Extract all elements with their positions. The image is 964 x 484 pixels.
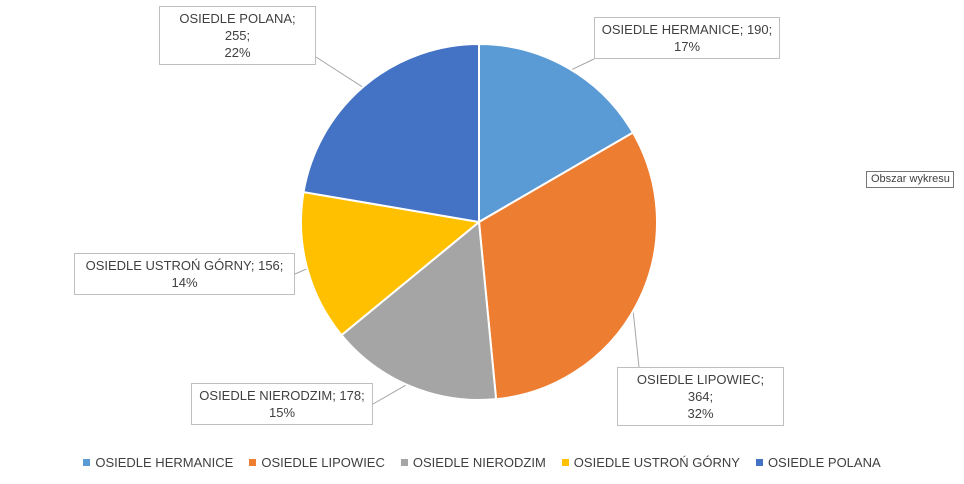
data-label-hermanice-line2: 17% (673, 39, 701, 54)
legend-item-ustron-gorny[interactable]: OSIEDLE USTROŃ GÓRNY (561, 455, 740, 470)
legend-swatch-lipowiec (249, 459, 257, 466)
leader-line-polana (315, 56, 369, 91)
data-label-polana[interactable]: OSIEDLE POLANA; 255; 22% (159, 6, 316, 65)
pie-slice-hermanice[interactable] (478, 42, 635, 224)
legend-label-hermanice: OSIEDLE HERMANICE (95, 455, 234, 470)
pie-slice-lipowiec[interactable] (477, 131, 658, 401)
legend-label-ustron-gorny: OSIEDLE USTROŃ GÓRNY (573, 455, 740, 470)
legend-item-lipowiec[interactable]: OSIEDLE LIPOWIEC (249, 455, 385, 470)
data-label-ustron-gorny[interactable]: OSIEDLE USTROŃ GÓRNY; 156; 14% (74, 253, 295, 295)
data-label-ustron-gorny-line2: 14% (171, 275, 198, 290)
legend-item-polana[interactable]: OSIEDLE POLANA (755, 455, 881, 470)
data-label-nierodzim-line1: OSIEDLE NIERODZIM; 178; (199, 388, 365, 403)
data-label-lipowiec-line1: OSIEDLE LIPOWIEC; 364; (636, 372, 765, 404)
data-label-nierodzim[interactable]: OSIEDLE NIERODZIM; 178; 15% (191, 383, 373, 425)
pie-slice-nierodzim[interactable] (340, 220, 498, 401)
data-label-polana-line2: 22% (224, 45, 251, 60)
data-label-polana-line1: OSIEDLE POLANA; 255; (179, 11, 296, 43)
data-label-lipowiec[interactable]: OSIEDLE LIPOWIEC; 364; 32% (617, 367, 784, 426)
pie-slices (300, 42, 658, 401)
legend-swatch-nierodzim (400, 459, 408, 466)
data-label-nierodzim-line2: 15% (268, 405, 296, 420)
legend-label-lipowiec: OSIEDLE LIPOWIEC (261, 455, 385, 470)
legend-swatch-hermanice (83, 459, 91, 466)
legend-label-polana: OSIEDLE POLANA (767, 455, 881, 470)
legend-label-nierodzim: OSIEDLE NIERODZIM (412, 455, 546, 470)
data-label-hermanice-line1: OSIEDLE HERMANICE; 190; (601, 22, 773, 37)
legend-swatch-polana (755, 459, 763, 466)
pie-slice-ustron-gorny[interactable] (300, 190, 482, 337)
chart-legend: OSIEDLE HERMANICE OSIEDLE LIPOWIEC OSIED… (0, 455, 964, 470)
data-label-ustron-gorny-line1: OSIEDLE USTROŃ GÓRNY; 156; (85, 258, 284, 273)
legend-item-hermanice[interactable]: OSIEDLE HERMANICE (83, 455, 233, 470)
data-label-hermanice[interactable]: OSIEDLE HERMANICE; 190; 17% (594, 17, 780, 59)
legend-swatch-ustron-gorny (561, 459, 569, 466)
data-label-lipowiec-line2: 32% (687, 406, 714, 421)
chart-area-tooltip: Obszar wykresu (866, 171, 954, 188)
legend-item-nierodzim[interactable]: OSIEDLE NIERODZIM (400, 455, 546, 470)
pie-slice-polana[interactable] (302, 42, 480, 224)
